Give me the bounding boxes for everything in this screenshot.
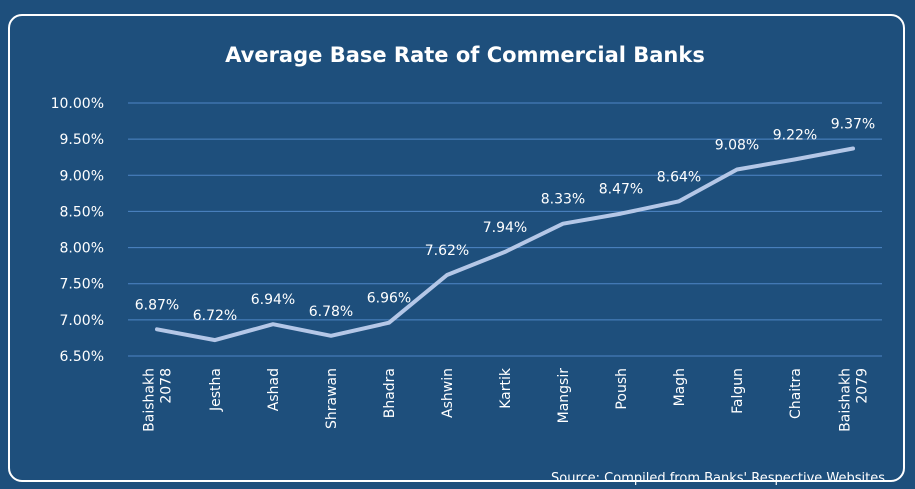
data-label: 6.72% [193, 308, 237, 324]
x-tick-label: Falgun [730, 368, 746, 414]
x-tick-label: Poush [614, 368, 630, 410]
x-tick-label: Baishakh 2078 [142, 368, 175, 432]
x-axis-ticks: Baishakh 2078 Jestha Ashad Shrawan Bhadra Ashw… [142, 367, 871, 432]
x-tick-text: Baishakh [142, 368, 158, 432]
data-label: 9.37% [831, 117, 875, 133]
data-label: 9.08% [715, 138, 759, 154]
source-note: Source: Compiled from Banks' Respective … [551, 471, 885, 486]
x-tick-label: Jestha [208, 368, 224, 412]
x-tick-label: Kartik [498, 367, 514, 409]
x-tick-label: Ashwin [440, 368, 456, 418]
data-label: 8.33% [541, 192, 585, 208]
x-tick-text: Ashad [266, 368, 282, 411]
x-tick-text: Magh [672, 368, 688, 406]
base-rate-line [155, 146, 855, 343]
y-tick-label: 7.50% [60, 277, 104, 293]
x-tick-text: Ashwin [440, 368, 456, 418]
x-tick-text: Bhadra [382, 368, 398, 418]
x-tick-text: Shrawan [324, 368, 340, 429]
x-tick-text: Jestha [208, 368, 224, 412]
y-axis-ticks: 6.50% 7.00% 7.50% 8.00% 8.50% 9.00% 9.50% 10.00… [51, 96, 104, 365]
x-tick-label: Shrawan [324, 368, 340, 429]
data-label: 9.22% [773, 127, 817, 143]
x-tick-label: Mangsir [556, 368, 572, 424]
x-tick-label: Baishakh 2079 [838, 368, 871, 432]
y-tick-label: 6.50% [60, 349, 104, 365]
y-tick-label: 9.50% [60, 132, 104, 148]
x-tick-label: Chaitra [788, 368, 804, 419]
data-label: 6.96% [367, 291, 411, 307]
data-label: 8.64% [657, 169, 701, 185]
x-tick-text: Baishakh [838, 368, 854, 432]
x-tick-label: Magh [672, 368, 688, 406]
x-tick-text: Mangsir [556, 368, 572, 424]
chart-title: Average Base Rate of Commercial Banks [225, 43, 705, 67]
x-tick-label: Bhadra [382, 368, 398, 418]
x-tick-text: 2078 [159, 368, 175, 404]
y-tick-label: 8.00% [60, 241, 104, 257]
data-labels: 6.87% 6.72% 6.94% 6.78% 6.96% 7.62% 7.94% 8.33%… [135, 117, 875, 325]
data-label: 6.87% [135, 297, 179, 313]
data-label: 7.94% [483, 220, 527, 236]
x-tick-text: Chaitra [788, 368, 804, 419]
x-tick-text: Falgun [730, 368, 746, 414]
y-tick-label: 7.00% [60, 313, 104, 329]
data-label: 6.94% [251, 292, 295, 308]
data-label: 8.47% [599, 182, 643, 198]
x-tick-text: Poush [614, 368, 630, 410]
data-label: 6.78% [309, 304, 353, 320]
gridlines [128, 102, 882, 357]
x-tick-text: Kartik [498, 367, 514, 409]
y-tick-label: 9.00% [60, 168, 104, 184]
data-label: 7.62% [425, 243, 469, 259]
y-tick-label: 8.50% [60, 204, 104, 220]
x-tick-text: 2079 [855, 368, 871, 404]
y-tick-label: 10.00% [51, 96, 104, 112]
x-tick-label: Ashad [266, 368, 282, 411]
